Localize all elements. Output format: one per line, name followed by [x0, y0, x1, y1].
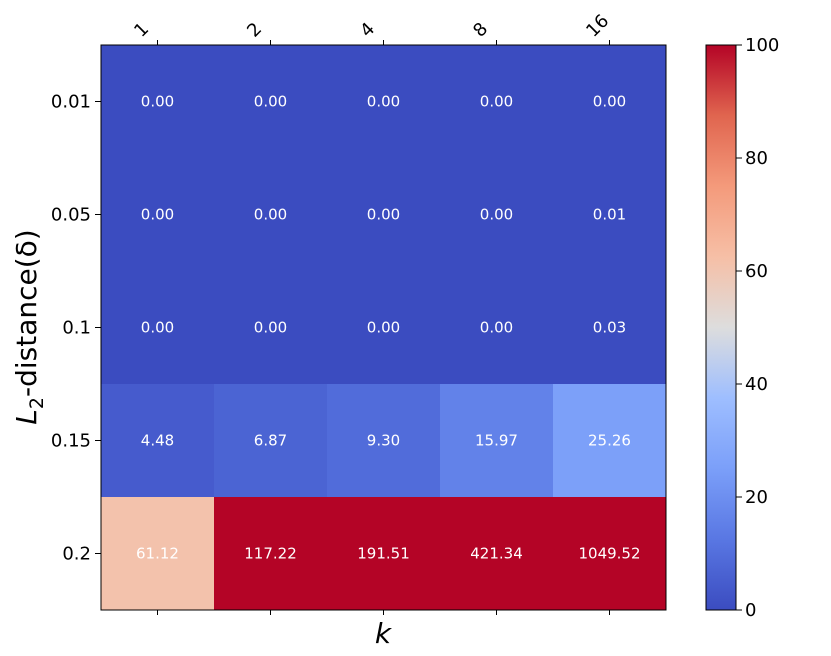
heatmap-cell	[214, 45, 328, 159]
heatmap-cell-value: 0.00	[141, 319, 174, 337]
colorbar-tick-label: 0	[745, 600, 756, 621]
colorbar-tick-label: 100	[745, 35, 779, 56]
heatmap-cells	[101, 45, 667, 611]
heatmap-cell	[553, 384, 667, 498]
heatmap-cell-value: 0.00	[254, 206, 287, 224]
colorbar-tick-label: 60	[745, 261, 768, 282]
heatmap-cell	[327, 384, 441, 498]
heatmap-cell-value: 4.48	[141, 432, 174, 450]
heatmap-cell-value: 0.00	[367, 206, 400, 224]
heatmap-cell-value: 117.22	[244, 545, 297, 563]
heatmap-cell	[553, 271, 667, 385]
heatmap-cell	[327, 497, 441, 611]
y-axis-title: L2-distance(δ)	[10, 229, 48, 424]
x-axis-title: k	[375, 617, 393, 650]
heatmap-cell	[214, 497, 328, 611]
x-tick-label: 16	[582, 10, 613, 41]
heatmap-cell-value: 421.34	[470, 545, 523, 563]
heatmap-cell-value: 0.00	[480, 206, 513, 224]
heatmap-cell	[101, 384, 215, 498]
y-axis-ticks: 0.01 0.05 0.1 0.15 0.2	[51, 92, 101, 565]
heatmap-cell-value: 6.87	[254, 432, 287, 450]
y-tick-label: 0.2	[62, 544, 91, 565]
heatmap-cell-value: 15.97	[475, 432, 518, 450]
heatmap-cell-value: 0.00	[367, 319, 400, 337]
y-axis-title-subscript: 2	[26, 397, 48, 409]
heatmap-cell	[101, 45, 215, 159]
heatmap-cell	[101, 497, 215, 611]
heatmap-cell-labels: 0.00 0.00 0.00 0.00 0.00 0.00 0.00 0.00 0.00 0.01…	[136, 93, 640, 563]
heatmap-cell	[327, 271, 441, 385]
heatmap-cell-value: 25.26	[588, 432, 631, 450]
heatmap-cell	[101, 158, 215, 272]
heatmap-cell	[214, 384, 328, 498]
heatmap-cell	[440, 45, 554, 159]
y-axis-title-main: L	[10, 409, 43, 425]
heatmap-cell	[553, 158, 667, 272]
colorbar-tick-label: 40	[745, 374, 768, 395]
heatmap-cell-value: 0.00	[141, 206, 174, 224]
x-tick-label: 2	[243, 19, 266, 42]
heatmap-cell	[553, 497, 667, 611]
heatmap-cell	[214, 271, 328, 385]
y-tick-label: 0.01	[51, 92, 91, 113]
heatmap-cell	[214, 158, 328, 272]
heatmap-cell-value: 191.51	[357, 545, 410, 563]
heatmap-cell	[553, 45, 667, 159]
x-tick-label: 8	[469, 19, 492, 42]
heatmap-cell-value: 0.00	[480, 319, 513, 337]
y-tick-label: 0.1	[62, 318, 91, 339]
heatmap-cell	[327, 158, 441, 272]
colorbar-ticks: 0 20 40 60 80 100	[736, 35, 779, 621]
heatmap-cell	[327, 45, 441, 159]
heatmap-cell	[440, 158, 554, 272]
heatmap-cell-value: 0.01	[593, 206, 626, 224]
heatmap-cell-value: 0.00	[593, 93, 626, 111]
y-axis-title-rest: -distance(δ)	[10, 229, 43, 397]
heatmap-cell-value: 0.03	[593, 319, 626, 337]
colorbar	[705, 44, 737, 611]
heatmap-cell-value: 0.00	[254, 93, 287, 111]
y-tick-label: 0.05	[51, 205, 91, 226]
heatmap-cell-value: 0.00	[367, 93, 400, 111]
heatmap-cell-value: 61.12	[136, 545, 179, 563]
heatmap-cell-value: 0.00	[254, 319, 287, 337]
heatmap-cell	[440, 384, 554, 498]
heatmap-cell-value: 9.30	[367, 432, 400, 450]
heatmap-cell-value: 1049.52	[578, 545, 640, 563]
heatmap-cell	[101, 271, 215, 385]
heatmap-cell-value: 0.00	[480, 93, 513, 111]
y-tick-label: 0.15	[51, 431, 91, 452]
x-tick-label: 1	[130, 19, 153, 42]
colorbar-tick-label: 80	[745, 148, 768, 169]
heatmap-cell-value: 0.00	[141, 93, 174, 111]
heatmap-cell	[440, 497, 554, 611]
heatmap-cell	[440, 271, 554, 385]
x-tick-label: 4	[356, 19, 379, 42]
colorbar-tick-label: 20	[745, 487, 768, 508]
